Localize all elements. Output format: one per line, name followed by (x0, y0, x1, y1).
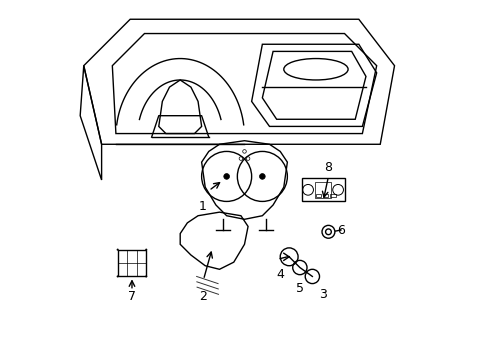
Bar (118, 249, 146, 276)
Text: 1: 1 (199, 200, 206, 213)
Bar (315, 194, 321, 197)
Circle shape (224, 174, 229, 179)
Text: 4: 4 (276, 268, 284, 281)
Circle shape (145, 275, 147, 278)
Bar (315, 182, 330, 198)
Circle shape (259, 174, 264, 179)
Circle shape (116, 249, 119, 251)
Text: 2: 2 (199, 289, 207, 303)
Text: 3: 3 (319, 288, 326, 301)
Bar (301, 178, 344, 202)
Text: 5: 5 (295, 283, 303, 296)
Text: 7: 7 (128, 289, 136, 303)
Text: 6: 6 (337, 224, 345, 237)
Bar (329, 194, 335, 197)
Bar (323, 194, 328, 197)
Circle shape (116, 275, 119, 278)
Text: 8: 8 (324, 161, 332, 174)
Circle shape (145, 249, 147, 251)
